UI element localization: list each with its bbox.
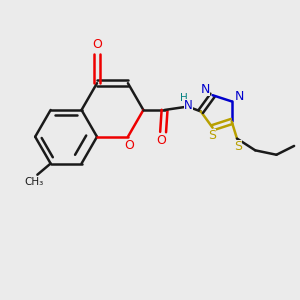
Text: H: H	[180, 93, 188, 103]
Text: N: N	[184, 99, 193, 112]
Text: N: N	[200, 83, 210, 96]
Text: S: S	[235, 140, 242, 153]
Text: O: O	[124, 139, 134, 152]
Text: S: S	[208, 129, 216, 142]
Text: N: N	[234, 90, 244, 103]
Text: CH₃: CH₃	[25, 177, 44, 187]
Text: O: O	[92, 38, 102, 52]
Text: O: O	[156, 134, 166, 147]
